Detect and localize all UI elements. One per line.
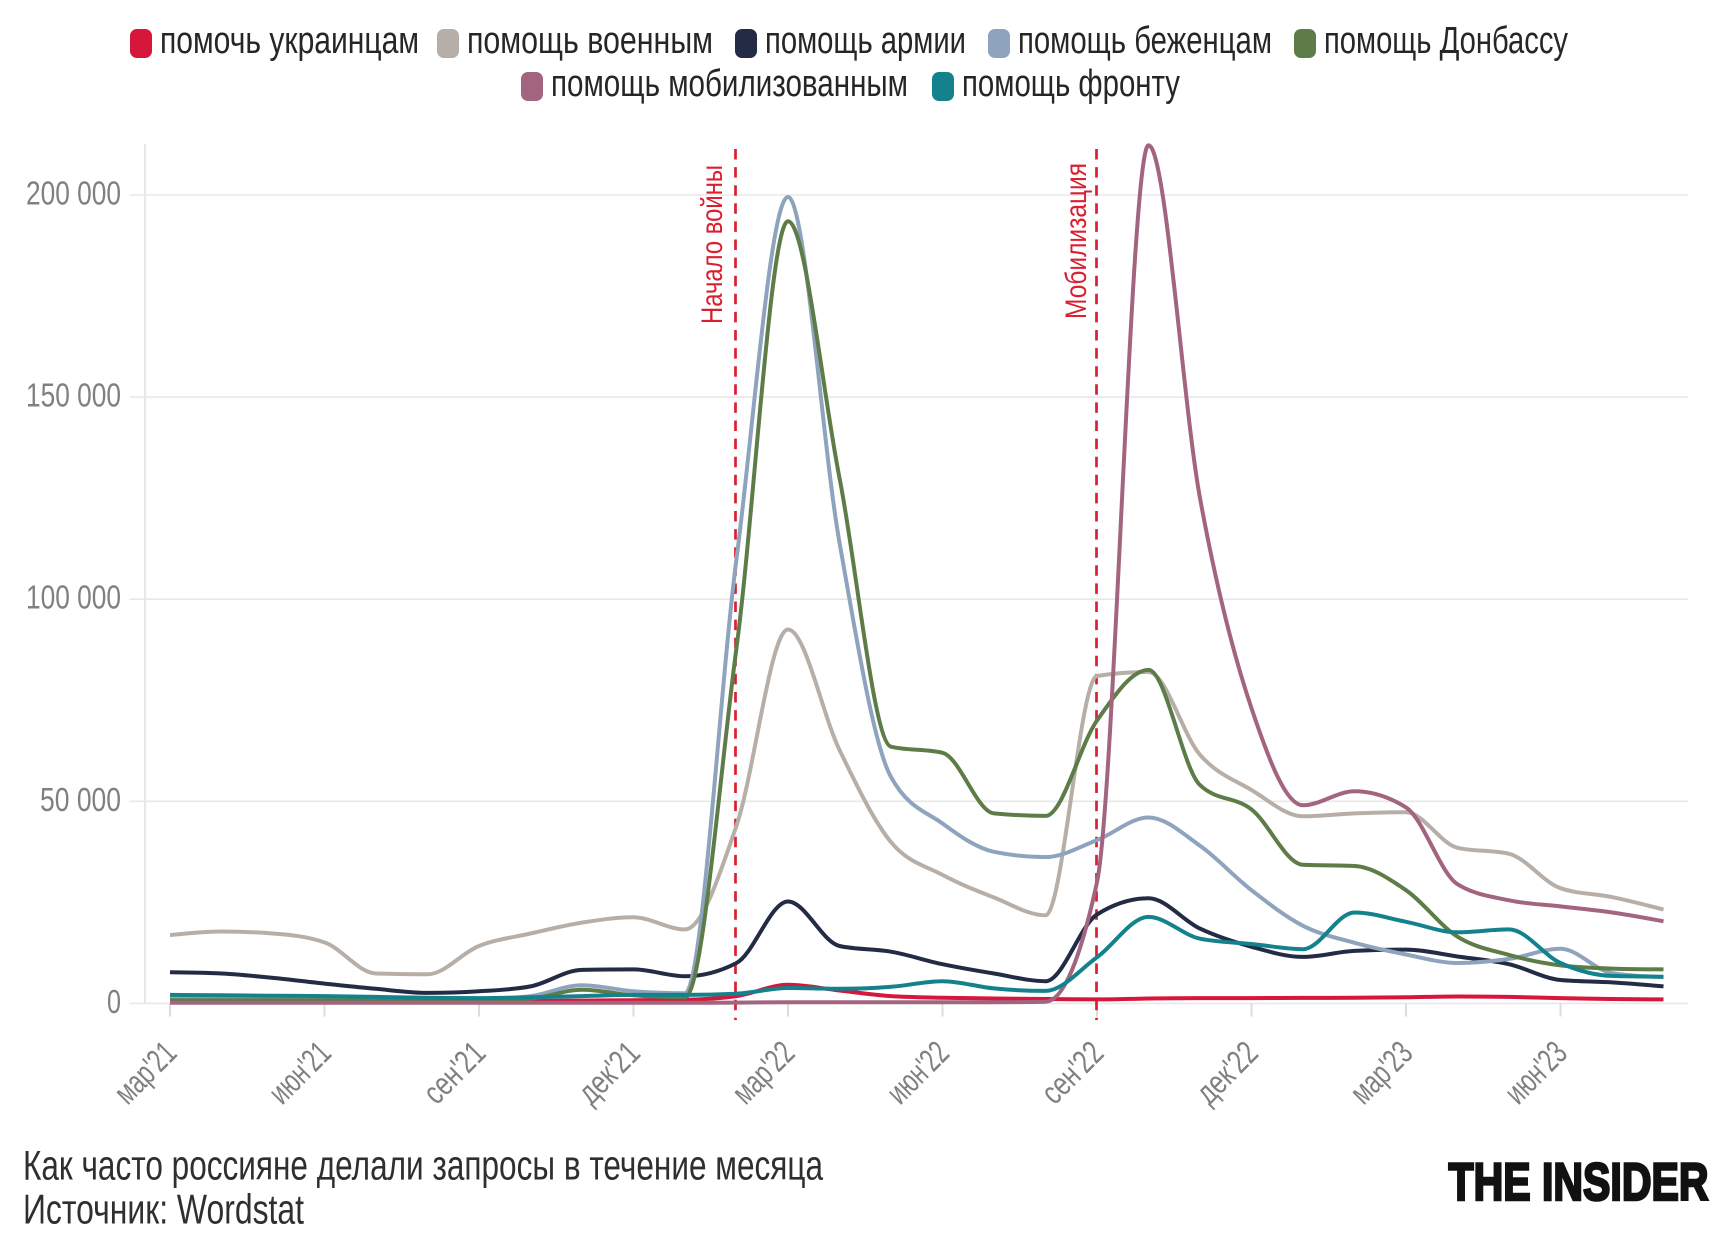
svg-text:Как часто россияне делали запр: Как часто россияне делали запросы в тече… (23, 1142, 823, 1189)
svg-text:Начало войны: Начало войны (696, 165, 729, 324)
svg-text:Мобилизация: Мобилизация (1060, 163, 1093, 319)
svg-text:200 000: 200 000 (26, 175, 121, 212)
svg-text:50 000: 50 000 (40, 781, 121, 818)
svg-text:THE INSIDER: THE INSIDER (1449, 1153, 1709, 1212)
svg-text:помощь фронту: помощь фронту (962, 63, 1180, 105)
svg-text:Источник: Wordstat: Источник: Wordstat (23, 1186, 304, 1233)
svg-text:помощь беженцам: помощь беженцам (1018, 20, 1272, 62)
svg-text:0: 0 (107, 983, 121, 1020)
svg-text:помощь мобилизованным: помощь мобилизованным (551, 63, 908, 105)
svg-text:помочь украинцам: помочь украинцам (160, 20, 419, 62)
svg-text:помощь армии: помощь армии (765, 20, 966, 62)
svg-text:100 000: 100 000 (26, 579, 121, 616)
svg-text:помощь военным: помощь военным (467, 20, 713, 62)
svg-text:150 000: 150 000 (26, 377, 121, 414)
svg-text:помощь Донбассу: помощь Донбассу (1324, 20, 1568, 62)
